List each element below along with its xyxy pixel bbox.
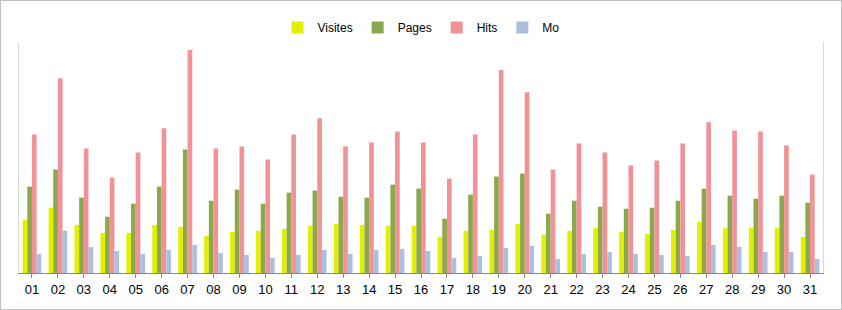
svg-text:10: 10 — [258, 282, 272, 297]
svg-text:08: 08 — [206, 282, 220, 297]
svg-text:11: 11 — [285, 282, 299, 297]
svg-text:14: 14 — [362, 282, 376, 297]
svg-text:04: 04 — [103, 282, 117, 297]
svg-text:Mo: Mo — [542, 21, 559, 35]
svg-text:23: 23 — [595, 282, 609, 297]
svg-text:18: 18 — [466, 282, 480, 297]
svg-text:30: 30 — [777, 282, 791, 297]
svg-text:22: 22 — [569, 282, 583, 297]
svg-text:26: 26 — [673, 282, 687, 297]
svg-text:17: 17 — [440, 282, 454, 297]
svg-text:13: 13 — [336, 282, 350, 297]
svg-text:05: 05 — [128, 282, 142, 297]
svg-text:28: 28 — [725, 282, 739, 297]
svg-text:Visites: Visites — [318, 21, 353, 35]
svg-text:19: 19 — [492, 282, 506, 297]
svg-text:21: 21 — [543, 282, 557, 297]
svg-text:Pages: Pages — [398, 21, 432, 35]
svg-text:01: 01 — [25, 282, 39, 297]
svg-text:24: 24 — [621, 282, 635, 297]
svg-text:03: 03 — [77, 282, 91, 297]
svg-text:25: 25 — [647, 282, 661, 297]
svg-text:16: 16 — [414, 282, 428, 297]
svg-text:07: 07 — [180, 282, 194, 297]
svg-text:06: 06 — [154, 282, 168, 297]
svg-text:02: 02 — [51, 282, 65, 297]
svg-text:20: 20 — [518, 282, 532, 297]
svg-text:12: 12 — [310, 282, 324, 297]
svg-text:09: 09 — [232, 282, 246, 297]
svg-text:15: 15 — [388, 282, 402, 297]
svg-text:31: 31 — [803, 282, 817, 297]
svg-text:Hits: Hits — [477, 21, 498, 35]
svg-text:29: 29 — [751, 282, 765, 297]
svg-text:27: 27 — [699, 282, 713, 297]
